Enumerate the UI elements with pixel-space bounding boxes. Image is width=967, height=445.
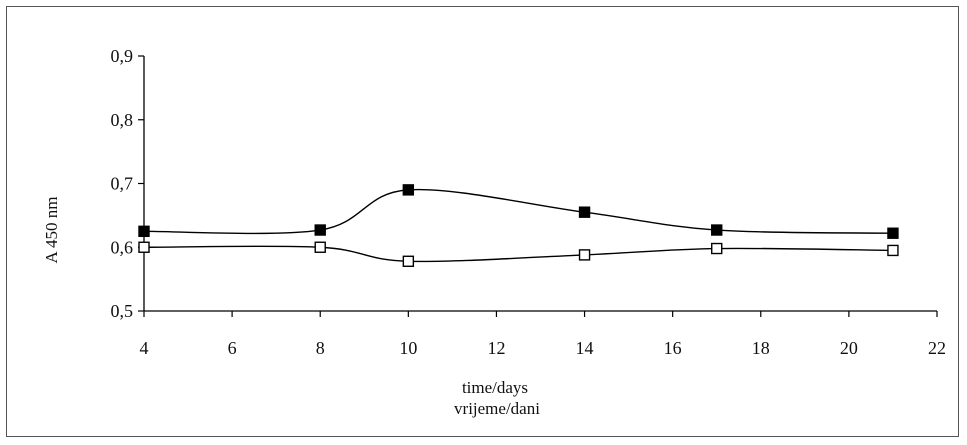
- y-tick-label: 0,7: [111, 174, 134, 194]
- chart-frame: [6, 6, 959, 437]
- x-tick-label: 22: [928, 338, 946, 358]
- x-tick-label: 20: [840, 338, 858, 358]
- x-tick-label: 12: [487, 338, 505, 358]
- y-tick-label: 0,9: [111, 46, 134, 66]
- x-tick-label: 6: [228, 338, 237, 358]
- series-line-2: [143, 245, 893, 263]
- data-point-series-1: [138, 225, 150, 238]
- x-ticks: 4 6 8 10 12 14 16 18 20 22: [140, 311, 946, 358]
- data-point-series-1: [887, 227, 899, 239]
- x-tick-label: 14: [576, 338, 594, 358]
- y-tick-label: 0,6: [111, 237, 134, 257]
- data-point-series-2: [138, 241, 150, 253]
- y-ticks: 0,5 0,6 0,7 0,8 0,9: [111, 46, 144, 321]
- data-point-series-1: [402, 184, 415, 196]
- x-tick-label: 18: [752, 338, 770, 358]
- x-tick-label: 4: [140, 338, 149, 358]
- data-point-series-2: [314, 241, 326, 253]
- series-group: [138, 184, 899, 267]
- data-point-series-1: [711, 224, 723, 236]
- y-tick-label: 0,8: [111, 110, 134, 130]
- x-tick-label: 10: [399, 338, 417, 358]
- data-point-series-1: [578, 206, 591, 218]
- y-axis-label: A 450 nm: [42, 196, 61, 263]
- series-line-1: [143, 188, 893, 235]
- x-axis-label-line1: time/days: [462, 378, 528, 397]
- data-point-series-2: [887, 244, 899, 257]
- data-point-series-2: [711, 242, 723, 255]
- axes: [143, 56, 937, 312]
- x-tick-label: 16: [664, 338, 682, 358]
- y-tick-label: 0,5: [111, 301, 134, 321]
- data-point-series-2: [578, 249, 591, 261]
- x-axis-label-line2: vrijeme/dani: [454, 399, 540, 418]
- x-tick-label: 8: [316, 338, 325, 358]
- data-point-series-1: [314, 224, 326, 236]
- data-point-series-2: [402, 255, 415, 267]
